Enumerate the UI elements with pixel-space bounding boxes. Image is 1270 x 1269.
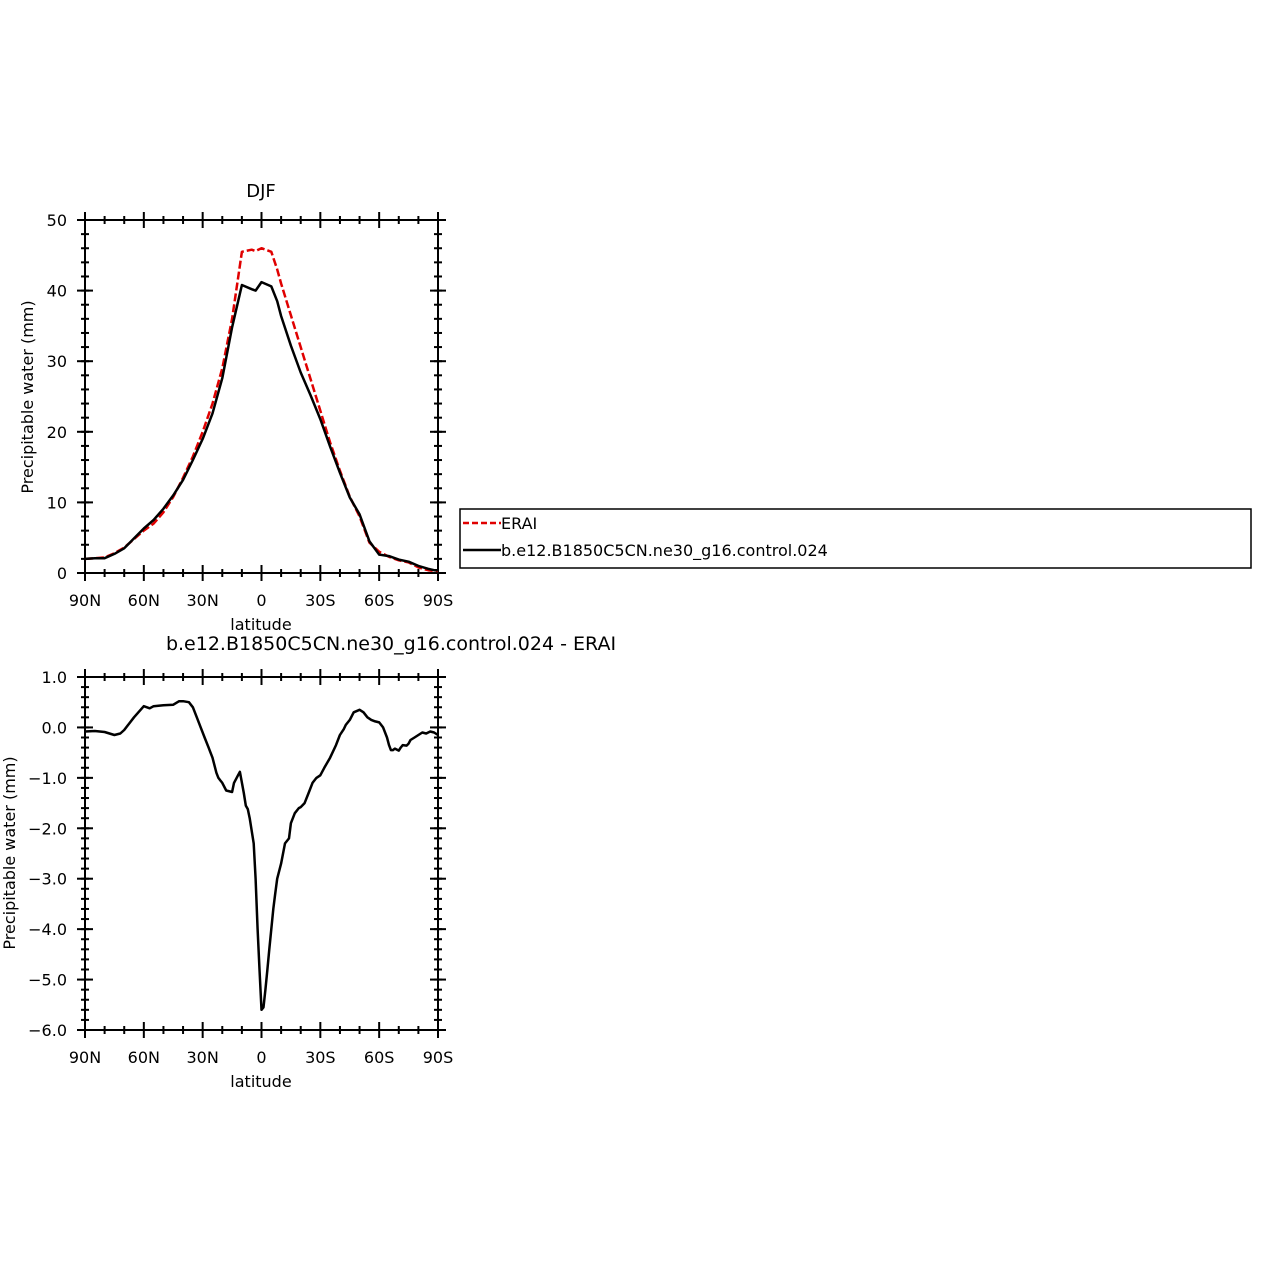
x-tick-label: 30N xyxy=(187,1048,219,1067)
series-line-model xyxy=(84,280,438,572)
x-tick-label: 30N xyxy=(187,591,219,610)
y-tick-label: 0.0 xyxy=(42,718,67,737)
x-tick-label: 30S xyxy=(305,591,336,610)
y-tick-label: −2.0 xyxy=(28,819,67,838)
y-tick-label: 20 xyxy=(47,423,67,442)
bottom-panel-y-axis-label: Precipitable water (mm) xyxy=(0,756,19,949)
y-tick-label: −4.0 xyxy=(28,920,67,939)
legend-label-model: b.e12.B1850C5CN.ne30_g16.control.024 xyxy=(501,541,828,561)
legend-label-erai: ERAI xyxy=(501,514,537,533)
x-tick-label: 90S xyxy=(423,591,454,610)
x-tick-label: 0 xyxy=(256,591,266,610)
top-panel-y-axis-label: Precipitable water (mm) xyxy=(18,300,37,493)
legend: ERAI b.e12.B1850C5CN.ne30_g16.control.02… xyxy=(459,508,1252,569)
y-tick-label: −6.0 xyxy=(28,1021,67,1040)
y-tick-label: 0 xyxy=(57,564,67,583)
x-tick-label: 60N xyxy=(128,591,160,610)
bottom-panel-series xyxy=(84,699,439,1012)
bottom-panel-ticks: 90N 60N 30N 0 30S 60S 90S 1.0 0.0 −1.0 −2.0 −3.0 −4.… xyxy=(28,668,453,1067)
y-tick-label: 30 xyxy=(47,352,67,371)
top-panel-x-axis-label: latitude xyxy=(230,615,291,634)
bottom-panel-x-axis-label: latitude xyxy=(230,1072,291,1091)
y-tick-label: −5.0 xyxy=(28,971,67,990)
top-panel-ticks: 90N 60N 30N 0 30S 60S 90S 0 10 20 30 40 50 xyxy=(47,211,454,610)
y-tick-label: 1.0 xyxy=(42,668,67,687)
y-tick-label: 50 xyxy=(47,211,67,230)
legend-frame xyxy=(459,508,1252,569)
series-line-erai xyxy=(84,246,438,573)
y-tick-label: 10 xyxy=(47,493,67,512)
x-tick-label: 60S xyxy=(364,1048,395,1067)
y-tick-label: 40 xyxy=(47,282,67,301)
bottom-panel-title: b.e12.B1850C5CN.ne30_g16.control.024 - E… xyxy=(166,633,616,655)
top-panel: DJF Precipitable water (mm) latitude 90N… xyxy=(18,181,453,634)
x-tick-label: 30S xyxy=(305,1048,336,1067)
x-tick-label: 60S xyxy=(364,591,395,610)
x-tick-label: 90N xyxy=(69,591,101,610)
x-tick-label: 90S xyxy=(423,1048,454,1067)
x-tick-label: 90N xyxy=(69,1048,101,1067)
series-line-difference xyxy=(84,699,439,1012)
y-tick-label: −3.0 xyxy=(28,870,67,889)
top-panel-plot-frame xyxy=(84,219,439,574)
x-tick-label: 60N xyxy=(128,1048,160,1067)
top-panel-title: DJF xyxy=(246,181,276,202)
y-tick-label: −1.0 xyxy=(28,769,67,788)
top-panel-series xyxy=(84,246,438,573)
bottom-panel: b.e12.B1850C5CN.ne30_g16.control.024 - E… xyxy=(0,633,616,1091)
x-tick-label: 0 xyxy=(256,1048,266,1067)
